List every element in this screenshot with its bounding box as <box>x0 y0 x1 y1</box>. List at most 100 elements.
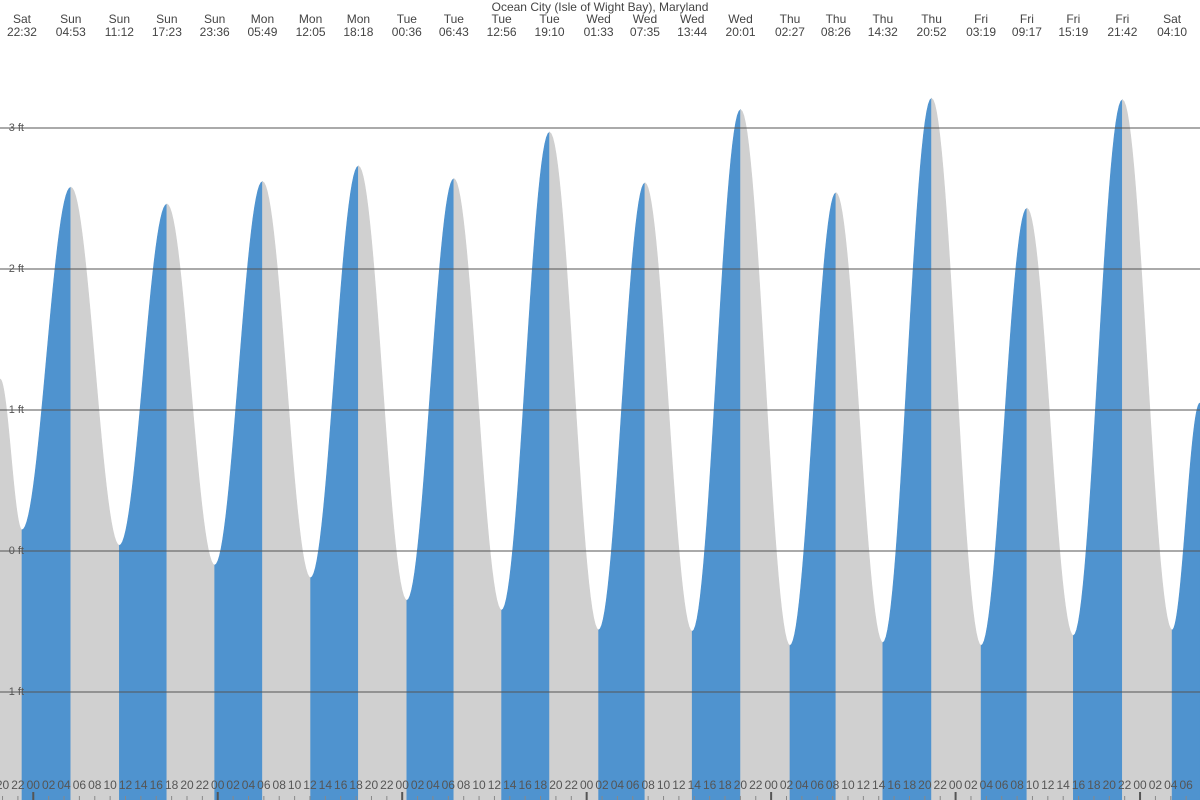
x-tick-label: 08 <box>273 778 287 792</box>
rising-segment <box>214 181 263 800</box>
x-tick-label: 04 <box>242 778 256 792</box>
x-tick-label: 16 <box>703 778 717 792</box>
x-tick-label: 14 <box>134 778 148 792</box>
x-tick-label: 00 <box>1133 778 1147 792</box>
x-tick-label: 14 <box>1057 778 1071 792</box>
rising-segment <box>1073 99 1123 800</box>
x-tick-label: 10 <box>1026 778 1040 792</box>
y-tick-label: -1 ft <box>5 686 24 698</box>
x-tick-label: 16 <box>887 778 901 792</box>
extreme-day: Sat <box>1163 12 1182 26</box>
x-tick-label: 14 <box>688 778 702 792</box>
extreme-day: Mon <box>299 12 322 26</box>
extreme-time: 07:35 <box>630 25 660 39</box>
x-tick-label: 10 <box>841 778 855 792</box>
rising-segment <box>1171 402 1200 800</box>
extreme-day: Thu <box>780 12 801 26</box>
x-tick-label: 10 <box>288 778 302 792</box>
extreme-time: 02:27 <box>775 25 805 39</box>
x-tick-label: 06 <box>626 778 640 792</box>
extreme-day: Sun <box>204 12 225 26</box>
x-tick-label: 20 <box>734 778 748 792</box>
extreme-time: 23:36 <box>200 25 230 39</box>
extreme-day: Wed <box>586 12 610 26</box>
rising-segment <box>980 207 1028 800</box>
x-tick-label: 08 <box>826 778 840 792</box>
x-tick-label: 10 <box>472 778 486 792</box>
x-tick-label: 10 <box>103 778 117 792</box>
extreme-day: Sun <box>60 12 81 26</box>
x-tick-label: 00 <box>211 778 225 792</box>
extreme-time: 14:32 <box>868 25 898 39</box>
extreme-day: Wed <box>633 12 657 26</box>
extreme-time: 12:05 <box>296 25 326 39</box>
x-tick-label: 06 <box>995 778 1009 792</box>
x-tick-label: 22 <box>934 778 948 792</box>
extreme-time: 20:01 <box>726 25 756 39</box>
x-tick-label: 16 <box>150 778 164 792</box>
extreme-time: 18:18 <box>343 25 373 39</box>
extreme-day: Fri <box>1115 12 1129 26</box>
falling-segment <box>1122 99 1173 800</box>
falling-segment <box>644 182 693 800</box>
rising-segment <box>310 165 359 800</box>
extreme-day: Sun <box>109 12 130 26</box>
extreme-time: 01:33 <box>584 25 614 39</box>
x-tick-label: 20 <box>1103 778 1117 792</box>
x-tick-label: 02 <box>595 778 609 792</box>
y-tick-label: 2 ft <box>9 263 24 275</box>
x-tick-label: 04 <box>57 778 71 792</box>
extreme-time: 11:12 <box>105 25 134 39</box>
x-tick-label: 02 <box>411 778 425 792</box>
x-tick-label: 22 <box>565 778 579 792</box>
chart-title: Ocean City (Isle of Wight Bay), Maryland <box>492 0 709 14</box>
axes: -1 ft0 ft1 ft2 ft3 ft2022000204060810121… <box>0 12 1200 800</box>
extreme-time: 00:36 <box>392 25 422 39</box>
extreme-day: Tue <box>444 12 465 26</box>
x-tick-label: 04 <box>980 778 994 792</box>
x-tick-label: 02 <box>226 778 240 792</box>
extreme-day: Wed <box>680 12 704 26</box>
x-tick-label: 12 <box>1041 778 1055 792</box>
x-tick-label: 10 <box>657 778 671 792</box>
extreme-time: 08:26 <box>821 25 851 39</box>
x-tick-label: 12 <box>303 778 317 792</box>
x-tick-label: 08 <box>641 778 655 792</box>
y-tick-label: 1 ft <box>9 404 24 416</box>
extreme-time: 20:52 <box>917 25 947 39</box>
x-tick-label: 14 <box>503 778 517 792</box>
extreme-day: Tue <box>397 12 418 26</box>
x-tick-label: 22 <box>749 778 763 792</box>
rising-segment <box>598 182 646 800</box>
x-tick-label: 22 <box>11 778 25 792</box>
falling-segment <box>740 109 791 800</box>
extreme-time: 04:53 <box>56 25 86 39</box>
x-tick-label: 04 <box>1164 778 1178 792</box>
x-tick-label: 06 <box>442 778 456 792</box>
tide-area <box>0 97 1200 800</box>
x-tick-label: 16 <box>518 778 532 792</box>
extreme-time: 05:49 <box>247 25 277 39</box>
x-tick-label: 00 <box>580 778 594 792</box>
falling-segment <box>262 181 311 800</box>
x-tick-label: 18 <box>718 778 732 792</box>
extreme-day: Sat <box>13 12 32 26</box>
x-tick-label: 18 <box>903 778 917 792</box>
rising-segment <box>406 178 455 800</box>
x-tick-label: 20 <box>549 778 563 792</box>
rising-segment <box>882 97 932 800</box>
x-tick-label: 00 <box>949 778 963 792</box>
falling-segment <box>931 97 982 800</box>
x-tick-label: 20 <box>365 778 379 792</box>
x-tick-label: 08 <box>457 778 471 792</box>
x-tick-label: 16 <box>1072 778 1086 792</box>
x-tick-label: 22 <box>1118 778 1132 792</box>
falling-segment <box>0 378 23 800</box>
x-tick-label: 02 <box>780 778 794 792</box>
x-tick-label: 04 <box>611 778 625 792</box>
x-tick-label: 12 <box>672 778 686 792</box>
extreme-time: 22:32 <box>7 25 37 39</box>
extreme-time: 06:43 <box>439 25 469 39</box>
